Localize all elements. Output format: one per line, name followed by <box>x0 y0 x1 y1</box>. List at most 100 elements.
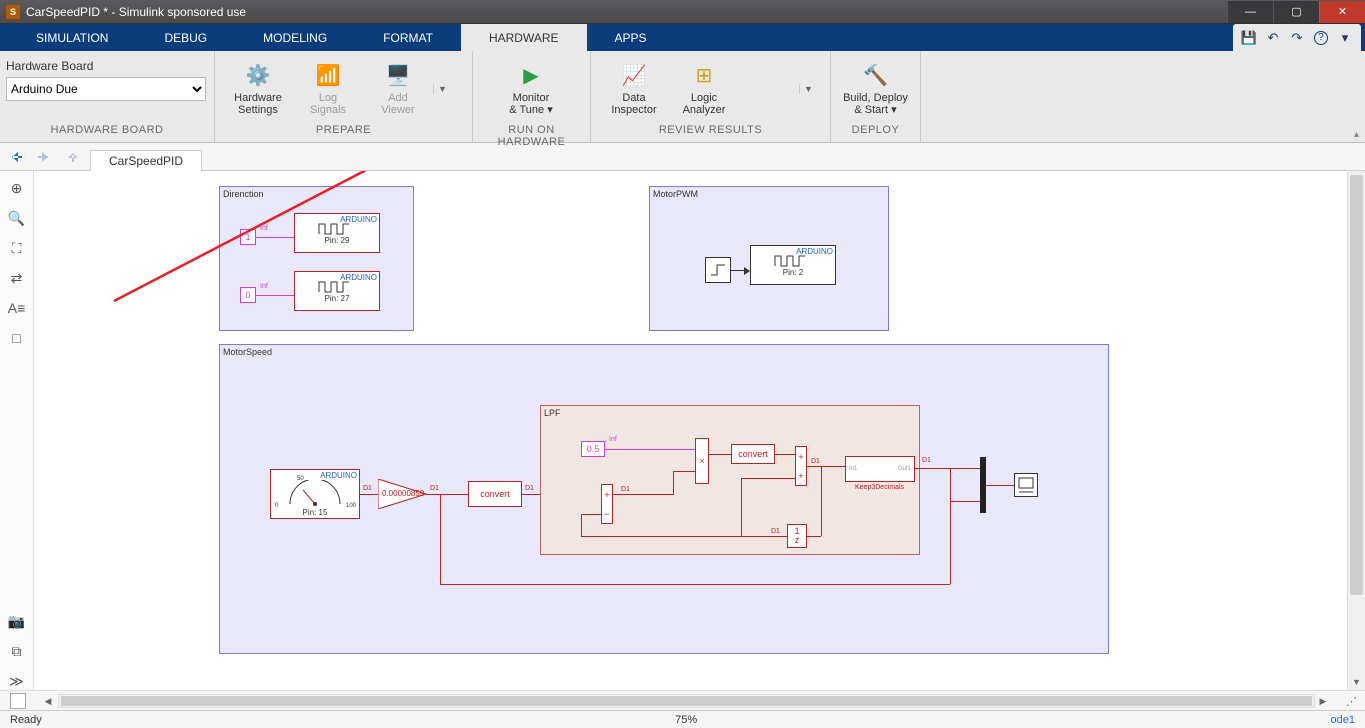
arrow-right-icon <box>36 150 54 164</box>
quick-dropdown[interactable]: ▾ <box>1335 29 1355 47</box>
tab-format[interactable]: FORMAT <box>355 24 461 51</box>
subsystem-direction-label: Direnction <box>223 189 264 199</box>
block-arduino-pin29[interactable]: ARDUINO Pin: 29 <box>294 213 380 253</box>
block-sum2[interactable]: ++ <box>795 446 807 486</box>
scroll-right-icon[interactable]: ▶ <box>1315 694 1331 708</box>
group-label-hwboard: HARDWARE BOARD <box>0 124 214 142</box>
ribbon-collapse-icon[interactable]: ▴ <box>1354 129 1359 140</box>
status-solver[interactable]: ode1 <box>1331 714 1355 726</box>
logic-analyzer-button[interactable]: ⊞ Logic Analyzer <box>669 54 739 124</box>
subsystem-lpf[interactable]: LPF 0.5 Inf × +− D1 convert <box>540 405 920 555</box>
help-icon[interactable]: ? <box>1311 29 1331 47</box>
group-label-run: RUN ON HARDWARE <box>473 124 590 142</box>
rate-label: Inf <box>260 225 268 232</box>
resize-grip-icon[interactable]: ⋰ <box>1346 695 1357 708</box>
group-label-review: REVIEW RESULTS <box>591 124 830 142</box>
gauge-icon <box>285 480 345 508</box>
group-hardware-board: Hardware Board Arduino Due HARDWARE BOAR… <box>0 51 215 142</box>
deploy-icon: 🔨 <box>862 62 890 90</box>
prepare-dropdown[interactable]: ▼ <box>433 84 451 94</box>
group-run: ▶ Monitor & Tune ▾ RUN ON HARDWARE <box>473 51 591 142</box>
tool-expand[interactable]: ≫ <box>7 672 27 690</box>
close-button[interactable]: ✕ <box>1319 1 1365 23</box>
maximize-button[interactable]: ▢ <box>1273 1 1319 23</box>
block-step[interactable] <box>705 257 731 283</box>
window-title: CarSpeedPID * - Simulink sponsored use <box>26 5 246 19</box>
block-constant-1[interactable]: 1 <box>240 229 256 245</box>
tool-fit[interactable]: ⛶ <box>7 239 27 257</box>
subsystem-lpf-label: LPF <box>544 408 561 418</box>
block-convert-2[interactable]: convert <box>731 444 775 464</box>
block-encoder[interactable]: ARDUINO 0 50 100 Pin: 15 <box>270 469 360 519</box>
workspace: ⊕ 🔍 ⛶ ⇄ A≡ □ 📷 ⧉ ≫ Direnction 1 Inf ARDU… <box>0 171 1365 690</box>
arrow-left-icon <box>8 150 26 164</box>
monitor-tune-button[interactable]: ▶ Monitor & Tune ▾ <box>481 54 581 124</box>
arrow-up-icon <box>66 150 80 164</box>
tool-explorer[interactable]: ⊕ <box>7 179 27 197</box>
tab-debug[interactable]: DEBUG <box>136 24 235 51</box>
block-delay[interactable]: 1 z <box>787 524 807 548</box>
block-arduino-pin2[interactable]: ARDUINO Pin: 2 <box>750 245 836 285</box>
app-icon: S <box>6 5 20 19</box>
ribbon: Hardware Board Arduino Due HARDWARE BOAR… <box>0 51 1365 143</box>
data-inspector-button[interactable]: 📈 Data Inspector <box>599 54 669 124</box>
block-arduino-pin27[interactable]: ARDUINO Pin: 27 <box>294 271 380 311</box>
title-bar: S CarSpeedPID * - Simulink sponsored use… <box>0 0 1365 24</box>
block-product[interactable]: × <box>695 438 709 484</box>
scroll-left-icon[interactable]: ◀ <box>40 694 56 708</box>
subsystem-direction[interactable]: Direnction 1 Inf ARDUINO Pin: 29 0 Inf A… <box>219 186 414 331</box>
model-tab[interactable]: CarSpeedPID <box>90 150 202 172</box>
status-bar: Ready 75% ode1 <box>0 710 1365 728</box>
undo-icon[interactable]: ↶ <box>1263 29 1283 47</box>
tab-simulation[interactable]: SIMULATION <box>8 24 136 51</box>
tool-zoom[interactable]: 🔍 <box>7 209 27 227</box>
group-label-deploy: DEPLOY <box>831 124 920 142</box>
scroll-down-icon[interactable]: ▼ <box>1348 674 1365 690</box>
review-dropdown[interactable]: ▼ <box>799 84 817 94</box>
nav-overview-button[interactable] <box>10 693 26 709</box>
tool-annotate[interactable]: A≡ <box>7 299 27 317</box>
group-deploy: 🔨 Build, Deploy & Start ▾ DEPLOY <box>831 51 921 142</box>
tab-apps[interactable]: APPS <box>587 24 675 51</box>
block-sum1[interactable]: +− <box>601 484 613 524</box>
gain-value: 0.00000859 <box>382 489 424 498</box>
subsystem-motorpwm[interactable]: MotorPWM ARDUINO Pin: 2 <box>649 186 889 331</box>
nav-back-button[interactable] <box>6 147 28 167</box>
vertical-scrollbar[interactable]: ▲ ▼ <box>1347 171 1365 690</box>
block-constant-half[interactable]: 0.5 <box>581 441 605 457</box>
nav-up-button[interactable] <box>62 147 84 167</box>
add-viewer-button[interactable]: 🖥️ Add Viewer <box>363 54 433 124</box>
diagram-canvas[interactable]: Direnction 1 Inf ARDUINO Pin: 29 0 Inf A… <box>34 171 1365 690</box>
minimize-button[interactable]: — <box>1227 1 1273 23</box>
horizontal-scrollbar[interactable]: ◀ ▶ ⋰ <box>0 690 1365 710</box>
block-keep3decimals[interactable]: In1Out1 <box>845 456 915 482</box>
group-review: 📈 Data Inspector ⊞ Logic Analyzer ▼ REVI… <box>591 51 831 142</box>
hwboard-select[interactable]: Arduino Due <box>6 77 206 101</box>
status-left: Ready <box>10 714 42 726</box>
nav-bar: CarSpeedPID <box>0 143 1365 171</box>
block-constant-0[interactable]: 0 <box>240 287 256 303</box>
quick-access-toolbar: 💾 ↶ ↷ ? ▾ <box>1233 24 1361 51</box>
log-signals-button[interactable]: 📶 Log Signals <box>293 54 363 124</box>
tool-tile[interactable]: ⧉ <box>7 642 27 660</box>
block-scope[interactable] <box>1014 473 1038 497</box>
nav-forward-button[interactable] <box>34 147 56 167</box>
ribbon-tabstrip: SIMULATION DEBUG MODELING FORMAT HARDWAR… <box>0 24 1365 51</box>
tab-modeling[interactable]: MODELING <box>235 24 355 51</box>
tab-hardware[interactable]: HARDWARE <box>461 24 587 51</box>
hardware-settings-button[interactable]: ⚙️ Hardware Settings <box>223 54 293 124</box>
keep3-label: Keep3Decimals <box>855 484 904 491</box>
build-deploy-button[interactable]: 🔨 Build, Deploy & Start ▾ <box>839 54 912 124</box>
tool-area[interactable]: □ <box>7 329 27 347</box>
block-convert-1[interactable]: convert <box>468 481 522 507</box>
group-prepare: ⚙️ Hardware Settings 📶 Log Signals 🖥️ Ad… <box>215 51 473 142</box>
tool-swap[interactable]: ⇄ <box>7 269 27 287</box>
rate-label-2: Inf <box>260 283 268 290</box>
tool-snapshot[interactable]: 📷 <box>7 612 27 630</box>
save-icon[interactable]: 💾 <box>1239 29 1259 47</box>
subsystem-motorpwm-label: MotorPWM <box>653 189 698 199</box>
redo-icon[interactable]: ↷ <box>1287 29 1307 47</box>
subsystem-motorspeed[interactable]: MotorSpeed ARDUINO 0 50 100 Pin: 15 D1 <box>219 344 1109 654</box>
scroll-thumb-h[interactable] <box>61 696 1312 706</box>
scroll-thumb-v[interactable] <box>1350 175 1363 595</box>
